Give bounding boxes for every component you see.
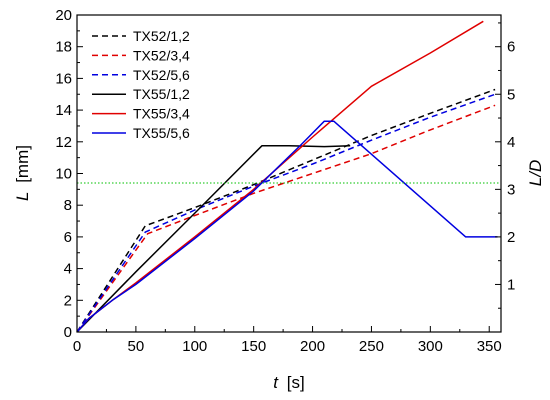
y2-tick-label: 4: [507, 134, 515, 151]
x-axis-unit: [s]: [287, 373, 305, 392]
y-tick-label: 2: [64, 292, 72, 309]
y2-tick-label: 3: [507, 181, 515, 198]
y2-tick-label: 6: [507, 39, 515, 56]
legend-label-4: TX55/1,2: [133, 86, 190, 102]
y-tick-label: 8: [64, 197, 72, 214]
y2-axis-title: L/D: [526, 160, 545, 186]
y-axis-unit: [mm]: [13, 145, 32, 183]
y2-tick-label: 2: [507, 229, 515, 246]
y2-tick-label: 5: [507, 86, 515, 103]
x-tick-label: 300: [418, 338, 443, 355]
x-axis-var: t: [273, 373, 279, 392]
y-tick-label: 4: [64, 261, 72, 278]
legend-label-1: TX52/1,2: [133, 28, 190, 44]
x-tick-label: 50: [128, 338, 145, 355]
y-tick-label: 0: [64, 324, 72, 341]
y-tick-label: 16: [55, 70, 72, 87]
y-tick-label: 14: [55, 102, 72, 119]
y-tick-label: 12: [55, 134, 72, 151]
x-tick-label: 250: [359, 338, 384, 355]
axis-layer: 0 50 100 150 200 250 300 3500246810121416182012…: [55, 7, 515, 355]
y-axis-title: L [mm]: [13, 145, 32, 201]
series-line-6: [76, 120, 498, 333]
y-axis-var: L: [13, 192, 32, 201]
y-tick-label: 18: [55, 39, 72, 56]
y-tick-label: 10: [55, 166, 72, 183]
series-layer: [76, 20, 498, 333]
y-tick-label: 20: [55, 7, 72, 24]
series-line-3: [76, 93, 496, 333]
y2-tick-label: 1: [507, 276, 515, 293]
x-axis-title: t [s]: [273, 373, 304, 392]
x-tick-label: 100: [182, 338, 207, 355]
x-tick-label: 200: [300, 338, 325, 355]
legend-label-5: TX55/3,4: [133, 106, 190, 122]
y-tick-label: 6: [64, 229, 72, 246]
legend-label-2: TX52/3,4: [133, 47, 190, 63]
x-tick-label: 150: [241, 338, 266, 355]
series-line-4: [76, 145, 351, 333]
x-tick-label: 0: [73, 338, 81, 355]
legend: TX52/1,2 TX52/3,4 TX52/5,6 TX55/1,2 TX55/3,4…: [92, 28, 190, 141]
x-tick-label: 350: [477, 338, 502, 355]
series-line-2: [76, 104, 496, 333]
series-line-1: [76, 88, 496, 333]
legend-label-3: TX52/5,6: [133, 67, 190, 83]
legend-label-6: TX55/5,6: [133, 125, 190, 141]
